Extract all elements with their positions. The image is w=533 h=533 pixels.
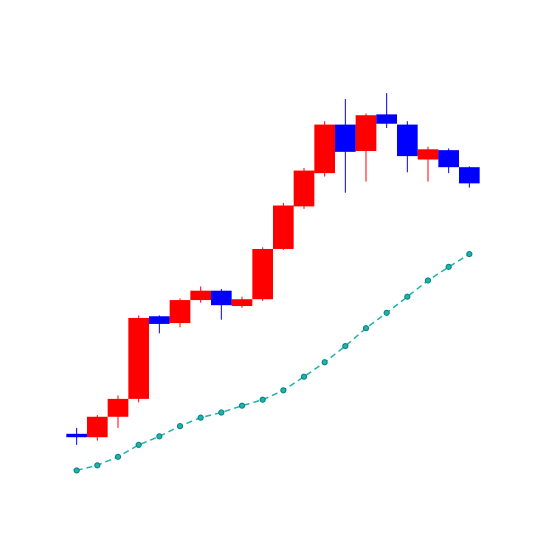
candles-group <box>66 93 480 445</box>
candle-body-10 <box>252 248 273 300</box>
trend-point-16 <box>383 309 390 316</box>
trend-point-11 <box>280 387 287 394</box>
trend-point-3 <box>114 453 122 460</box>
trend-point-4 <box>135 441 142 448</box>
trend-point-15 <box>362 325 370 332</box>
candle-body-4 <box>128 317 149 399</box>
candle-body-18 <box>417 149 439 160</box>
trend-point-10 <box>259 396 266 403</box>
candle-body-11 <box>273 205 294 249</box>
candle-body-6 <box>169 300 191 324</box>
trend-line-group <box>73 250 473 474</box>
candle-body-8 <box>211 290 232 306</box>
candle-body-2 <box>87 416 108 438</box>
candle-body-14 <box>335 124 356 152</box>
candle-body-13 <box>314 124 335 174</box>
trend-point-5 <box>156 433 163 440</box>
trend-point-12 <box>300 373 308 380</box>
trend-point-17 <box>404 293 411 300</box>
candle-body-20 <box>459 167 480 184</box>
trend-point-13 <box>321 359 328 366</box>
trend-point-19 <box>445 263 452 270</box>
candle-body-9 <box>231 299 253 307</box>
trend-point-8 <box>218 409 225 416</box>
candle-body-19 <box>438 150 459 168</box>
trend-point-7 <box>197 414 204 421</box>
candle-body-5 <box>149 316 170 324</box>
candle-body-7 <box>190 290 211 301</box>
candle-body-15 <box>355 115 377 151</box>
trend-point-18 <box>424 277 432 284</box>
trend-point-9 <box>238 402 246 409</box>
candle-body-16 <box>376 114 397 124</box>
trend-point-2 <box>94 462 101 469</box>
candle-body-3 <box>107 398 129 417</box>
candle-body-12 <box>293 170 315 207</box>
trend-line <box>76 253 470 472</box>
trend-point-20 <box>466 250 473 258</box>
candle-body-1 <box>66 433 87 438</box>
trend-point-6 <box>176 423 184 430</box>
candle-body-17 <box>397 124 418 157</box>
trend-point-14 <box>342 342 349 350</box>
trend-point-1 <box>73 467 80 474</box>
